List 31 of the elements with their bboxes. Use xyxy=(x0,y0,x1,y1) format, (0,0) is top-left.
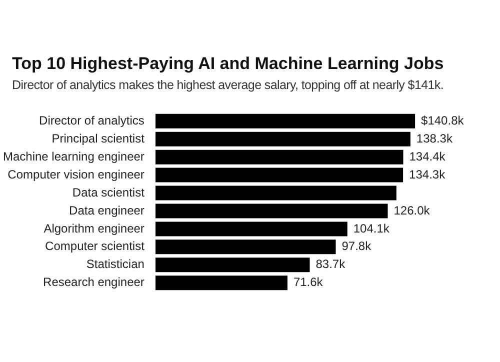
y-tick-label: Data scientist xyxy=(72,185,146,200)
bar xyxy=(155,276,288,290)
data-label: 138.3k xyxy=(416,131,454,146)
data-label: 71.6k xyxy=(293,275,324,290)
y-tick-label: Research engineer xyxy=(43,275,144,290)
data-label: 134.4k xyxy=(409,149,446,164)
data-label: 83.7k xyxy=(316,257,346,272)
y-tick-label: Statistician xyxy=(86,257,144,272)
y-tick-label: Principal scientist xyxy=(52,131,146,146)
data-label: $140.8k xyxy=(421,113,465,128)
y-tick-label: Machine learning engineer xyxy=(2,149,144,164)
bar xyxy=(155,258,310,272)
bar xyxy=(155,240,336,254)
chart-title: Top 10 Highest-Paying AI and Machine Learning Jobs xyxy=(12,54,444,74)
data-label: 104.1k xyxy=(353,221,390,236)
bar xyxy=(155,132,410,146)
y-tick-label: Director of analytics xyxy=(39,113,144,128)
y-tick-label: Algorithm engineer xyxy=(44,221,144,236)
bar xyxy=(155,204,388,218)
data-label: 134.3k xyxy=(409,167,446,182)
bar xyxy=(155,168,404,182)
y-tick-label: Computer scientist xyxy=(45,239,146,254)
data-label: 126.0k xyxy=(394,203,431,218)
chart-subtitle: Director of analytics makes the highest average salary, topping off at nearly $141k. xyxy=(12,78,444,92)
data-label: 97.8k xyxy=(342,239,372,254)
bar xyxy=(155,150,404,164)
bar xyxy=(155,114,416,128)
bar xyxy=(155,186,396,200)
y-tick-label: Computer vision engineer xyxy=(8,167,144,182)
y-tick-label: Data engineer xyxy=(69,203,144,218)
bar xyxy=(155,222,348,236)
